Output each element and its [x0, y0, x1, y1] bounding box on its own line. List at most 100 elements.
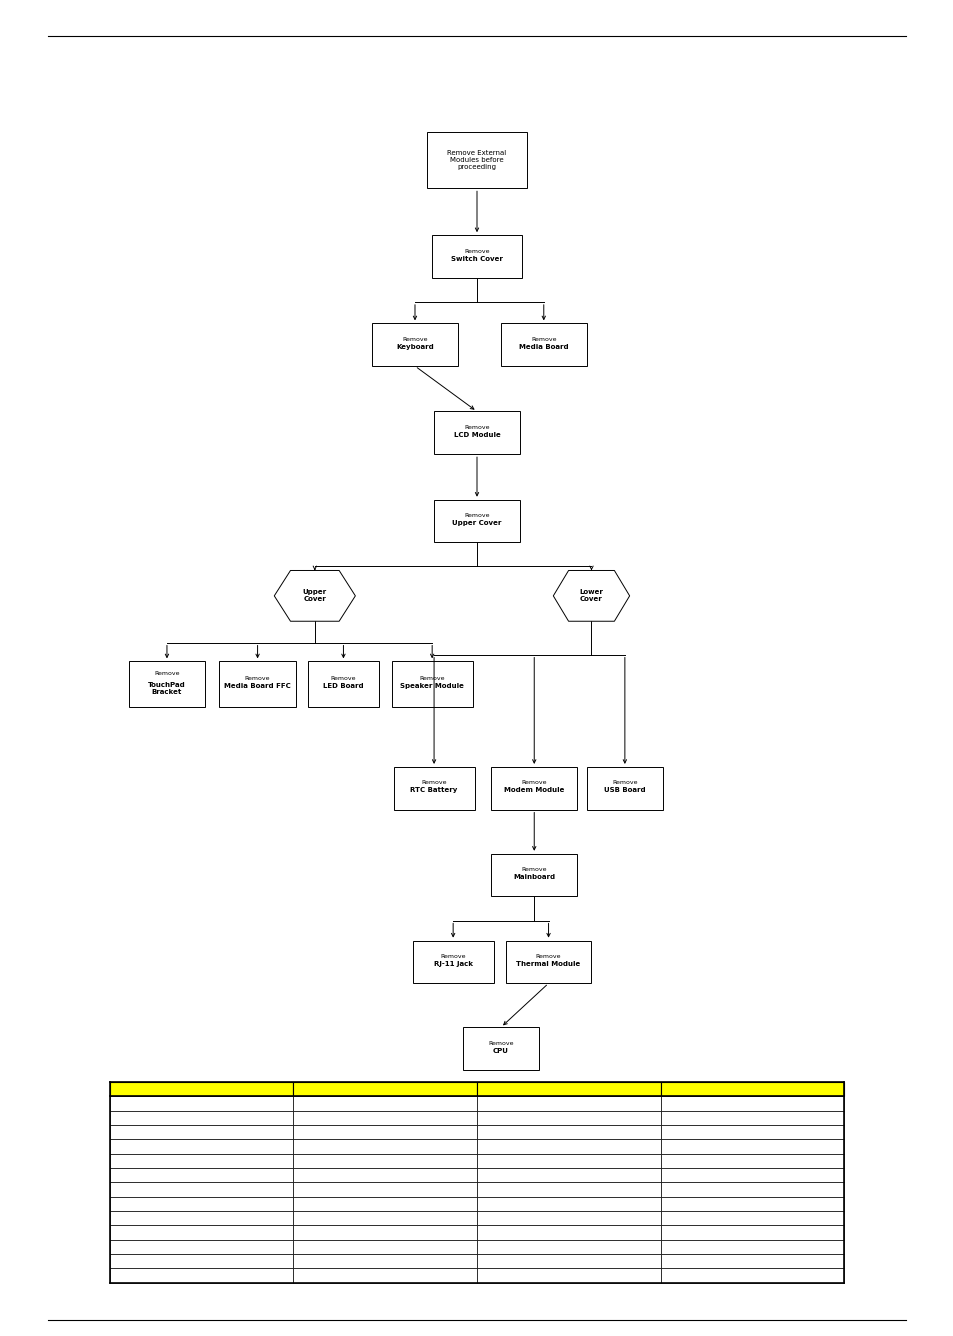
Text: RTC Battery: RTC Battery	[410, 787, 457, 794]
FancyBboxPatch shape	[659, 1240, 843, 1255]
Text: Remove: Remove	[536, 954, 560, 959]
FancyBboxPatch shape	[110, 1182, 294, 1197]
Text: CPU: CPU	[493, 1047, 508, 1054]
FancyBboxPatch shape	[307, 661, 379, 707]
Text: Remove: Remove	[154, 671, 179, 676]
FancyBboxPatch shape	[476, 1140, 659, 1154]
Text: USB Board: USB Board	[603, 787, 645, 794]
Text: RJ-11 Jack: RJ-11 Jack	[434, 961, 472, 967]
FancyBboxPatch shape	[294, 1240, 476, 1255]
FancyBboxPatch shape	[294, 1140, 476, 1154]
FancyBboxPatch shape	[294, 1225, 476, 1240]
FancyBboxPatch shape	[427, 132, 526, 188]
FancyBboxPatch shape	[476, 1197, 659, 1210]
FancyBboxPatch shape	[476, 1225, 659, 1240]
FancyBboxPatch shape	[659, 1197, 843, 1210]
FancyBboxPatch shape	[476, 1255, 659, 1268]
Text: Remove: Remove	[531, 337, 556, 342]
Text: Remove: Remove	[521, 867, 546, 872]
FancyBboxPatch shape	[110, 1140, 294, 1154]
FancyBboxPatch shape	[659, 1268, 843, 1283]
Text: Remove: Remove	[464, 513, 489, 518]
FancyBboxPatch shape	[110, 1197, 294, 1210]
FancyBboxPatch shape	[500, 323, 586, 366]
Text: TouchPad
Bracket: TouchPad Bracket	[148, 681, 186, 695]
Text: Media Board FFC: Media Board FFC	[224, 683, 291, 689]
FancyBboxPatch shape	[476, 1082, 659, 1097]
FancyBboxPatch shape	[491, 767, 577, 810]
Text: Thermal Module: Thermal Module	[516, 961, 580, 967]
FancyBboxPatch shape	[110, 1154, 294, 1168]
FancyBboxPatch shape	[476, 1210, 659, 1225]
FancyBboxPatch shape	[110, 1225, 294, 1240]
Text: Mainboard: Mainboard	[513, 874, 555, 880]
FancyBboxPatch shape	[110, 1125, 294, 1140]
FancyBboxPatch shape	[294, 1154, 476, 1168]
Text: LCD Module: LCD Module	[453, 432, 500, 438]
Text: Remove External
Modules before
proceeding: Remove External Modules before proceedin…	[447, 151, 506, 170]
FancyBboxPatch shape	[659, 1110, 843, 1125]
FancyBboxPatch shape	[659, 1097, 843, 1110]
FancyBboxPatch shape	[110, 1255, 294, 1268]
FancyBboxPatch shape	[659, 1225, 843, 1240]
FancyBboxPatch shape	[110, 1210, 294, 1225]
FancyBboxPatch shape	[505, 941, 591, 983]
FancyBboxPatch shape	[434, 500, 519, 542]
FancyBboxPatch shape	[219, 661, 295, 707]
Text: Upper Cover: Upper Cover	[452, 520, 501, 526]
Text: Remove: Remove	[402, 337, 427, 342]
FancyBboxPatch shape	[391, 661, 473, 707]
FancyBboxPatch shape	[476, 1154, 659, 1168]
Polygon shape	[274, 570, 355, 621]
FancyBboxPatch shape	[393, 767, 475, 810]
Text: Remove: Remove	[464, 425, 489, 430]
FancyBboxPatch shape	[110, 1110, 294, 1125]
FancyBboxPatch shape	[434, 411, 519, 454]
Polygon shape	[553, 570, 629, 621]
FancyBboxPatch shape	[294, 1097, 476, 1110]
FancyBboxPatch shape	[110, 1097, 294, 1110]
FancyBboxPatch shape	[294, 1210, 476, 1225]
FancyBboxPatch shape	[294, 1082, 476, 1097]
FancyBboxPatch shape	[294, 1268, 476, 1283]
FancyBboxPatch shape	[659, 1082, 843, 1097]
FancyBboxPatch shape	[412, 941, 493, 983]
FancyBboxPatch shape	[476, 1097, 659, 1110]
FancyBboxPatch shape	[110, 1240, 294, 1255]
FancyBboxPatch shape	[110, 1082, 294, 1097]
Text: Remove: Remove	[488, 1041, 513, 1046]
FancyBboxPatch shape	[431, 235, 522, 278]
FancyBboxPatch shape	[294, 1168, 476, 1182]
FancyBboxPatch shape	[294, 1182, 476, 1197]
FancyBboxPatch shape	[476, 1268, 659, 1283]
FancyBboxPatch shape	[659, 1140, 843, 1154]
Text: Remove: Remove	[421, 780, 446, 786]
FancyBboxPatch shape	[659, 1182, 843, 1197]
Text: Remove: Remove	[612, 780, 637, 786]
FancyBboxPatch shape	[294, 1255, 476, 1268]
FancyBboxPatch shape	[294, 1197, 476, 1210]
Text: Remove: Remove	[464, 248, 489, 254]
Text: Media Board: Media Board	[518, 343, 568, 350]
Text: LED Board: LED Board	[323, 683, 363, 689]
Text: Remove: Remove	[521, 780, 546, 786]
FancyBboxPatch shape	[372, 323, 457, 366]
Text: Modem Module: Modem Module	[503, 787, 564, 794]
FancyBboxPatch shape	[586, 767, 662, 810]
FancyBboxPatch shape	[659, 1210, 843, 1225]
Text: Lower
Cover: Lower Cover	[578, 589, 603, 603]
FancyBboxPatch shape	[476, 1182, 659, 1197]
Text: Keyboard: Keyboard	[395, 343, 434, 350]
Text: Remove: Remove	[331, 676, 355, 681]
FancyBboxPatch shape	[129, 661, 205, 707]
FancyBboxPatch shape	[659, 1255, 843, 1268]
Text: Remove: Remove	[245, 676, 270, 681]
FancyBboxPatch shape	[476, 1110, 659, 1125]
FancyBboxPatch shape	[476, 1168, 659, 1182]
FancyBboxPatch shape	[476, 1240, 659, 1255]
FancyBboxPatch shape	[476, 1125, 659, 1140]
Text: Switch Cover: Switch Cover	[451, 255, 502, 262]
FancyBboxPatch shape	[491, 854, 577, 896]
FancyBboxPatch shape	[659, 1125, 843, 1140]
Text: Remove: Remove	[419, 676, 444, 681]
